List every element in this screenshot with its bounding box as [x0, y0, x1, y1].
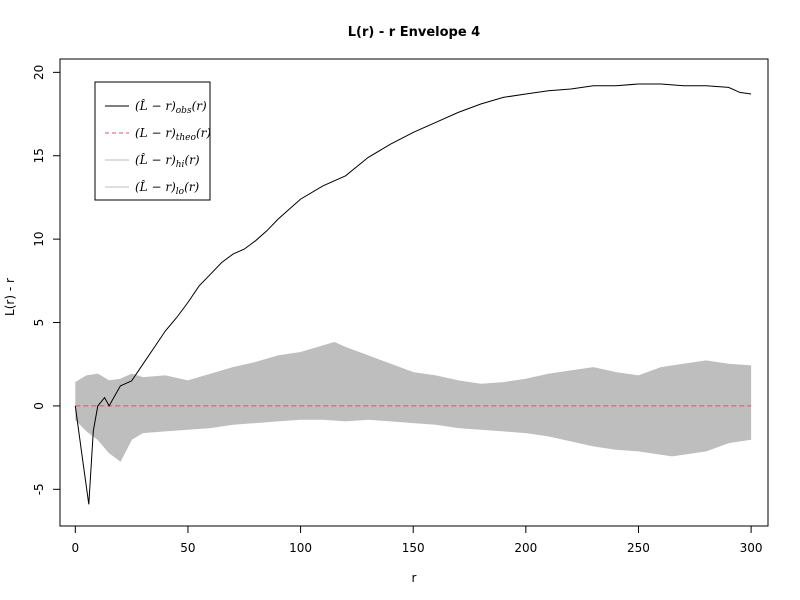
legend-label: (L̂ − r)hi(r) [135, 152, 200, 170]
y-tick-label: 5 [32, 319, 46, 327]
x-tick-label: 200 [514, 541, 537, 555]
x-axis: 0 50 100 150 200 250 300 [71, 525, 763, 555]
y-tick-label: 0 [32, 402, 46, 410]
series-lo-line [74, 418, 752, 462]
y-tick-label: 10 [32, 231, 46, 246]
series-obs-line [74, 83, 752, 505]
legend: (L̂ − r)obs(r) (L − r)theo(r) (L̂ − r)hi(r… [94, 81, 211, 201]
envelope-band [75, 342, 752, 461]
y-tick-label: 20 [32, 65, 46, 80]
x-tick-label: 250 [627, 541, 650, 555]
y-tick-label: -5 [32, 483, 46, 495]
legend-label: (L̂ − r)lo(r) [135, 179, 199, 197]
series-hi-line [75, 341, 752, 385]
x-tick-label: 150 [402, 541, 425, 555]
x-tick-label: 100 [289, 541, 312, 555]
legend-label: (L − r)theo(r) [135, 126, 211, 143]
y-axis-label: L(r) - r [3, 278, 17, 316]
legend-label: (L̂ − r)obs(r) [135, 98, 207, 116]
x-tick-label: 300 [740, 541, 763, 555]
x-tick-label: 50 [180, 541, 195, 555]
legend-box [94, 81, 211, 201]
chart-title: L(r) - r Envelope 4 [348, 25, 480, 40]
y-axis: -5 0 5 10 15 20 [32, 65, 61, 495]
x-axis-label: r [412, 571, 417, 585]
y-tick-label: 15 [32, 148, 46, 163]
plot-area [74, 83, 752, 505]
x-tick-label: 0 [71, 541, 79, 555]
plot-frame [59, 58, 769, 527]
